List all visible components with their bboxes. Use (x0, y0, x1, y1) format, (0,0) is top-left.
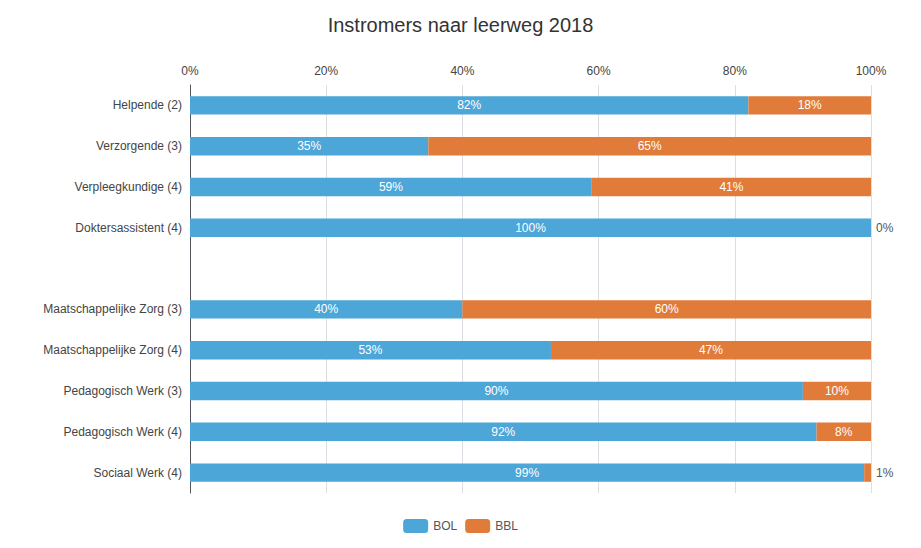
svg-text:40%: 40% (314, 302, 338, 316)
svg-text:60%: 60% (655, 302, 679, 316)
svg-text:Helpende (2): Helpende (2) (113, 98, 182, 112)
svg-text:20%: 20% (314, 64, 338, 78)
svg-text:59%: 59% (379, 180, 403, 194)
svg-text:Doktersassistent (4): Doktersassistent (4) (75, 221, 182, 235)
svg-text:Instromers naar leerweg 2018: Instromers naar leerweg 2018 (328, 14, 594, 36)
svg-text:41%: 41% (719, 180, 743, 194)
svg-text:65%: 65% (638, 139, 662, 153)
svg-text:47%: 47% (699, 343, 723, 357)
svg-text:92%: 92% (491, 425, 515, 439)
svg-text:10%: 10% (825, 384, 849, 398)
svg-text:Maatschappelijke Zorg (4): Maatschappelijke Zorg (4) (43, 343, 182, 357)
svg-text:99%: 99% (515, 466, 539, 480)
svg-text:BBL: BBL (495, 519, 518, 533)
svg-text:Pedagogisch Werk (3): Pedagogisch Werk (3) (64, 384, 183, 398)
svg-text:Sociaal Werk (4): Sociaal Werk (4) (94, 466, 182, 480)
svg-text:60%: 60% (587, 64, 611, 78)
svg-text:Maatschappelijke Zorg (3): Maatschappelijke Zorg (3) (43, 302, 182, 316)
svg-text:BOL: BOL (433, 519, 457, 533)
svg-text:8%: 8% (835, 425, 853, 439)
svg-text:18%: 18% (798, 98, 822, 112)
svg-text:82%: 82% (457, 98, 481, 112)
svg-text:Pedagogisch Werk (4): Pedagogisch Werk (4) (64, 425, 183, 439)
svg-text:40%: 40% (450, 64, 474, 78)
svg-text:35%: 35% (297, 139, 321, 153)
svg-text:1%: 1% (876, 466, 894, 480)
svg-text:0%: 0% (876, 221, 894, 235)
svg-text:100%: 100% (515, 221, 546, 235)
svg-text:Verzorgende (3): Verzorgende (3) (96, 139, 182, 153)
svg-text:Verpleegkundige (4): Verpleegkundige (4) (75, 180, 182, 194)
svg-text:0%: 0% (181, 64, 199, 78)
svg-text:53%: 53% (358, 343, 382, 357)
svg-text:80%: 80% (723, 64, 747, 78)
svg-text:90%: 90% (484, 384, 508, 398)
svg-text:100%: 100% (856, 64, 887, 78)
